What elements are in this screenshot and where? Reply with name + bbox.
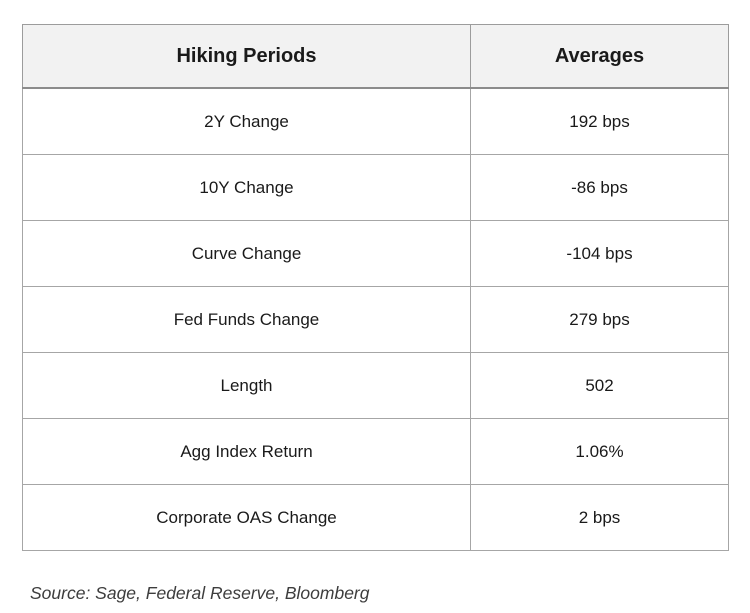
row-label: Length (22, 352, 471, 419)
row-label: Fed Funds Change (22, 286, 471, 353)
table-row: Length 502 (22, 352, 729, 419)
table-row: Fed Funds Change 279 bps (22, 286, 729, 353)
header-averages: Averages (470, 24, 729, 89)
row-label: Curve Change (22, 220, 471, 287)
row-value: 2 bps (470, 484, 729, 551)
row-value: 1.06% (470, 418, 729, 485)
table-row: Curve Change -104 bps (22, 220, 729, 287)
table-row: 2Y Change 192 bps (22, 87, 729, 155)
source-note: Source: Sage, Federal Reserve, Bloomberg (30, 583, 370, 603)
row-label: Corporate OAS Change (22, 484, 471, 551)
header-hiking-periods: Hiking Periods (22, 24, 471, 89)
table-header-row: Hiking Periods Averages (22, 24, 729, 89)
table-row: Corporate OAS Change 2 bps (22, 484, 729, 551)
row-value: 279 bps (470, 286, 729, 353)
row-label: 10Y Change (22, 154, 471, 221)
row-label: 2Y Change (22, 87, 471, 155)
row-value: -86 bps (470, 154, 729, 221)
hiking-periods-table: Hiking Periods Averages 2Y Change 192 bp… (22, 24, 729, 551)
table-row: Agg Index Return 1.06% (22, 418, 729, 485)
row-value: 502 (470, 352, 729, 419)
row-label: Agg Index Return (22, 418, 471, 485)
table-row: 10Y Change -86 bps (22, 154, 729, 221)
row-value: -104 bps (470, 220, 729, 287)
row-value: 192 bps (470, 87, 729, 155)
